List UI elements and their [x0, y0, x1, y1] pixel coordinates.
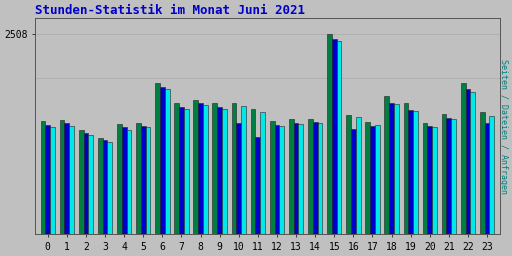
Bar — [298, 124, 303, 234]
Bar — [102, 140, 108, 234]
Bar — [165, 89, 169, 234]
Bar — [313, 122, 317, 234]
Bar — [465, 89, 471, 234]
Bar — [65, 123, 69, 234]
Bar — [136, 123, 141, 234]
Bar — [83, 133, 88, 234]
Bar — [403, 103, 408, 234]
Bar — [174, 103, 179, 234]
Bar — [222, 109, 227, 234]
Bar — [422, 123, 428, 234]
Bar — [485, 123, 489, 234]
Bar — [108, 142, 112, 234]
Bar — [308, 119, 313, 234]
Bar — [356, 117, 360, 234]
Bar — [270, 121, 274, 234]
Bar — [145, 127, 151, 234]
Bar — [241, 106, 246, 234]
Bar — [332, 39, 337, 234]
Bar — [46, 125, 50, 234]
Bar — [251, 109, 255, 234]
Bar — [98, 138, 102, 234]
Bar — [446, 118, 451, 234]
Bar — [198, 103, 203, 234]
Bar — [117, 124, 122, 234]
Bar — [327, 34, 332, 234]
Bar — [375, 125, 379, 234]
Bar — [274, 125, 280, 234]
Bar — [428, 126, 432, 234]
Bar — [294, 123, 298, 234]
Bar — [365, 122, 370, 234]
Bar — [184, 109, 188, 234]
Bar — [50, 127, 55, 234]
Bar — [461, 83, 465, 234]
Bar — [451, 120, 456, 234]
Bar — [237, 123, 241, 234]
Bar — [69, 126, 74, 234]
Bar — [141, 126, 145, 234]
Bar — [160, 87, 165, 234]
Bar — [40, 121, 46, 234]
Bar — [179, 107, 184, 234]
Text: Stunden-Statistik im Monat Juni 2021: Stunden-Statistik im Monat Juni 2021 — [35, 4, 305, 17]
Bar — [442, 114, 446, 234]
Bar — [413, 111, 418, 234]
Bar — [471, 92, 475, 234]
Bar — [385, 96, 389, 234]
Bar — [389, 103, 394, 234]
Bar — [289, 120, 294, 234]
Bar — [203, 105, 208, 234]
Bar — [255, 137, 260, 234]
Bar — [126, 130, 131, 234]
Bar — [489, 116, 494, 234]
Bar — [60, 120, 65, 234]
Bar — [394, 104, 399, 234]
Bar — [480, 112, 485, 234]
Bar — [79, 130, 83, 234]
Bar — [212, 103, 217, 234]
Bar — [88, 135, 93, 234]
Bar — [280, 126, 284, 234]
Y-axis label: Seiten / Dateien / Anfragen: Seiten / Dateien / Anfragen — [499, 59, 508, 194]
Bar — [370, 126, 375, 234]
Bar — [194, 100, 198, 234]
Bar — [337, 41, 342, 234]
Bar — [217, 107, 222, 234]
Bar — [408, 110, 413, 234]
Bar — [231, 103, 237, 234]
Bar — [122, 127, 126, 234]
Bar — [260, 112, 265, 234]
Bar — [432, 127, 437, 234]
Bar — [346, 115, 351, 234]
Bar — [155, 83, 160, 234]
Bar — [351, 129, 356, 234]
Bar — [317, 123, 323, 234]
